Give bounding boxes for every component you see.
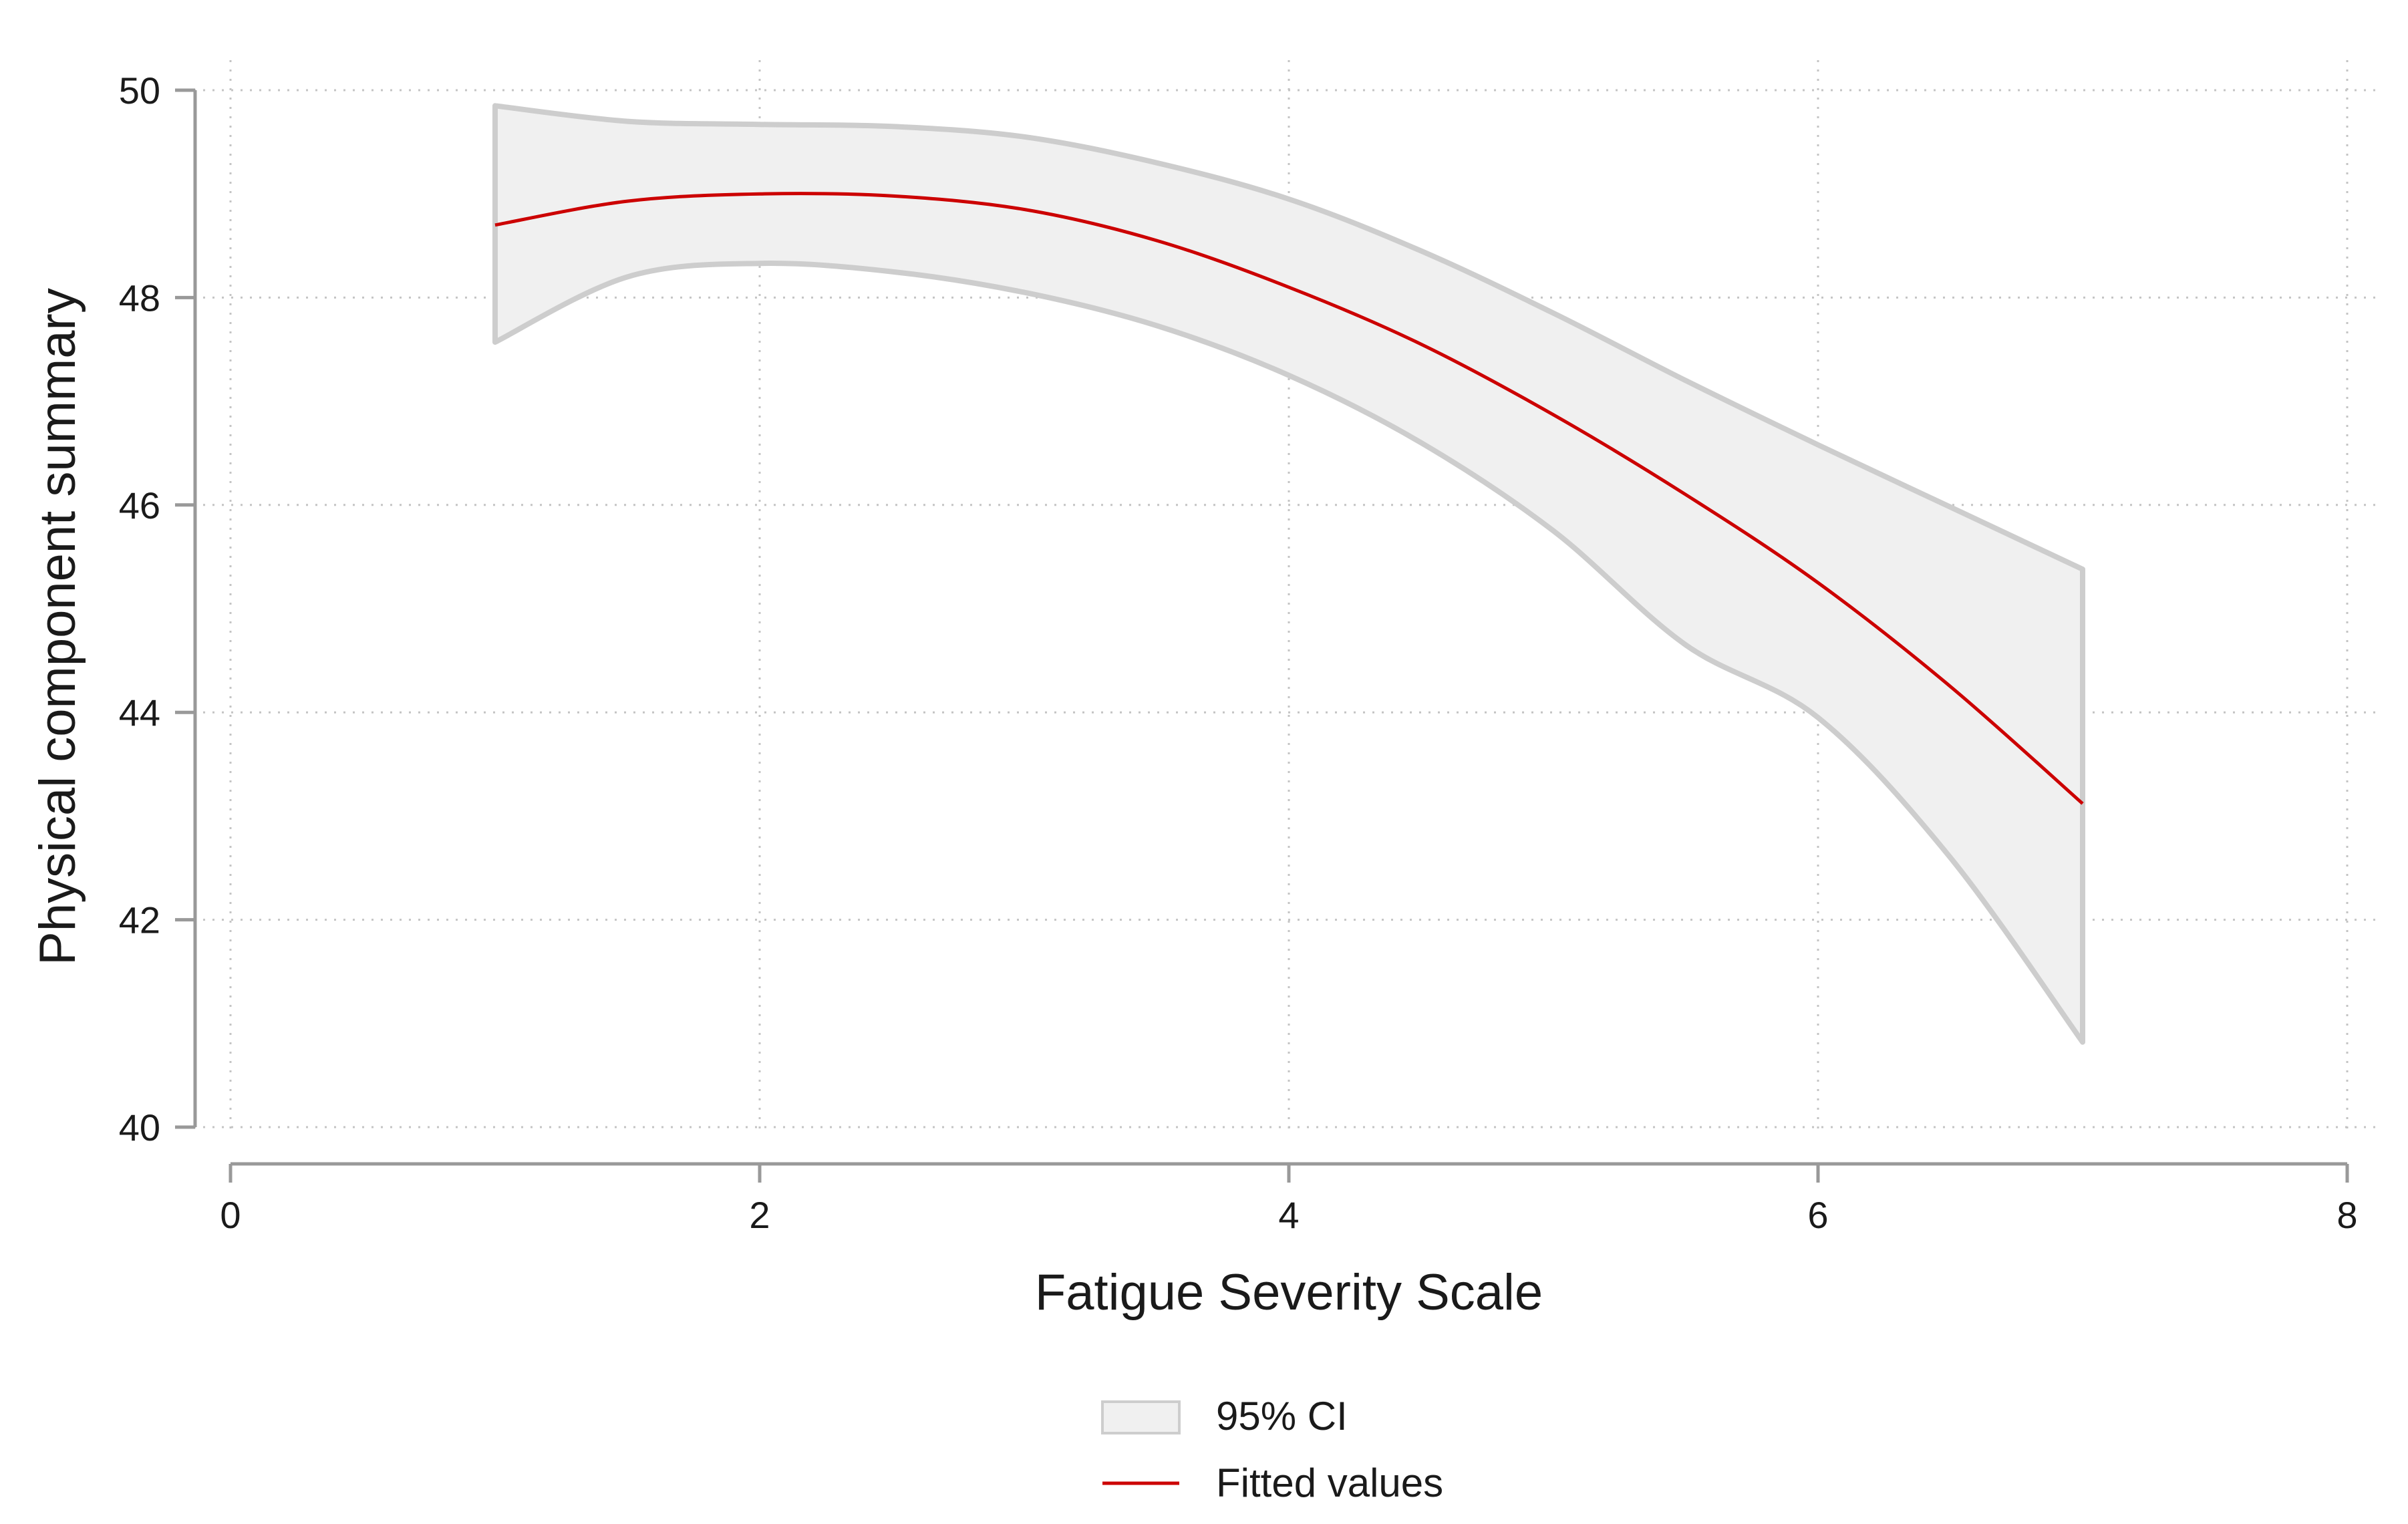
fitted-line-layer bbox=[494, 192, 2084, 805]
x-tick-label: 4 bbox=[1278, 1194, 1299, 1236]
y-tick-label: 48 bbox=[119, 277, 160, 319]
x-tick-label: 8 bbox=[2337, 1194, 2357, 1236]
y-tick-label: 40 bbox=[119, 1106, 160, 1149]
x-axis-title: Fatigue Severity Scale bbox=[1035, 1264, 1543, 1321]
y-tick-label: 44 bbox=[119, 692, 160, 734]
y-axis-title: Physical component summary bbox=[29, 288, 86, 965]
x-tick-label: 6 bbox=[1807, 1194, 1828, 1236]
legend-ci-label: 95% CI bbox=[1216, 1394, 1348, 1438]
y-tick-label: 42 bbox=[119, 899, 160, 941]
x-tick-label: 2 bbox=[749, 1194, 770, 1236]
ci-band-layer bbox=[492, 103, 2085, 1045]
y-tick-label: 46 bbox=[119, 484, 160, 526]
fitted-line bbox=[494, 192, 2084, 805]
legend-ci-swatch bbox=[1101, 1400, 1181, 1434]
legend: 95% CI Fitted values bbox=[1101, 1394, 1443, 1505]
legend-fitted-label: Fitted values bbox=[1216, 1461, 1443, 1505]
axes bbox=[175, 88, 2349, 1183]
y-tick-label: 50 bbox=[119, 69, 160, 112]
x-tick-label: 0 bbox=[220, 1194, 241, 1236]
ci-band bbox=[492, 103, 2085, 1045]
